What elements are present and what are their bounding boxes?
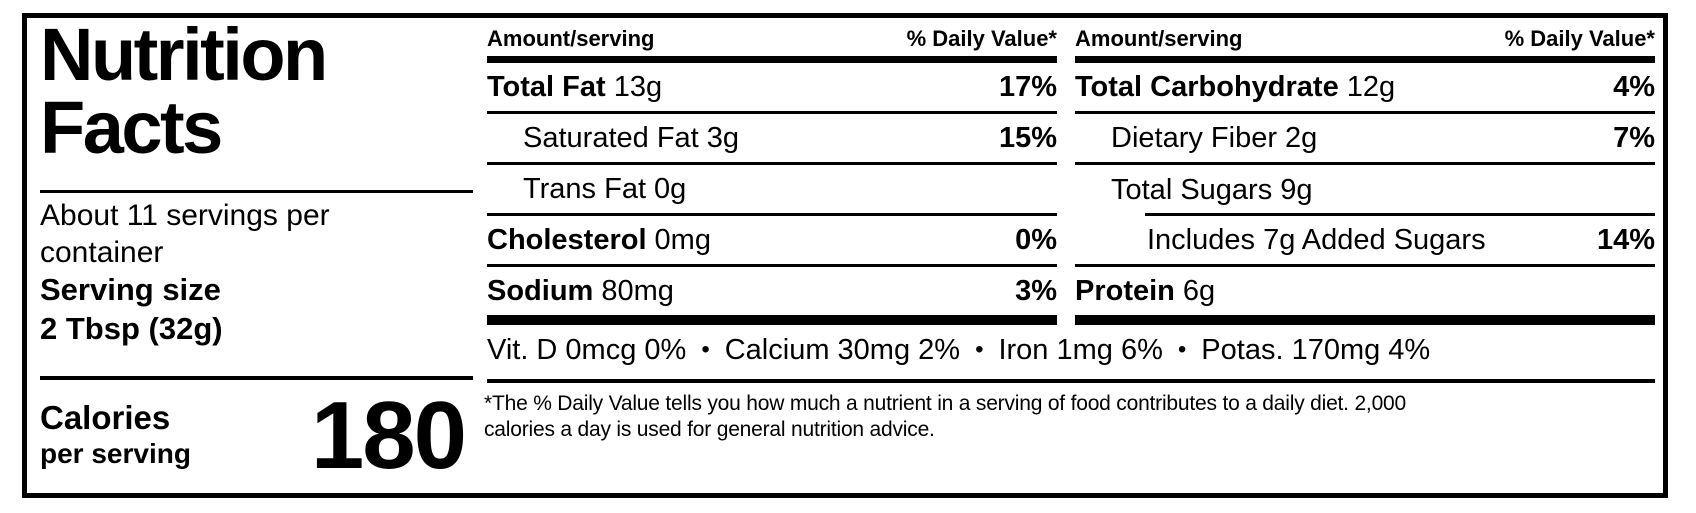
micronutrient-iron: Iron 1mg 6% [998,334,1163,366]
nutrient-label: Total Sugars 9g [1075,174,1312,207]
nutrient-row-total-fat: Total Fat 13g 17% [487,63,1057,114]
nutrient-dv: 15% [998,121,1057,154]
nutrient-name: Trans Fat [523,172,647,205]
nutrient-label: Dietary Fiber 2g [1075,122,1317,155]
nutrient-amount: 9g [1280,174,1313,206]
nutrient-dv: 3% [1015,274,1057,307]
nutrient-dv: 4% [1613,70,1655,103]
micronutrient-vitamin-d: Vit. D 0mcg 0% [487,334,687,366]
column-header: Amount/serving % Daily Value* [1075,18,1655,63]
nutrient-name: Protein [1075,274,1175,307]
nutrition-facts-panel: Nutrition Facts About 11 servings per co… [22,13,1668,498]
nutrient-label: Trans Fat 0g [487,173,686,206]
nutrient-row-added-sugars: Includes 7g Added Sugars 14% [1075,216,1655,267]
nutrient-row-saturated-fat: Saturated Fat 3g 15% [487,114,1057,165]
micronutrients-line: Vit. D 0mcg 0% • Calcium 30mg 2% • Iron 1mg … [487,334,1657,367]
column-header-amount: Amount/serving [1075,26,1243,51]
nutrient-amount: 80mg [601,274,674,307]
nutrient-row-dietary-fiber: Dietary Fiber 2g 7% [1075,114,1655,165]
nutrient-amount: 2g [1285,121,1318,154]
column-bottom-bar [487,315,1057,325]
nutrient-label: Cholesterol 0mg [487,224,711,257]
nutrient-name: Includes 7g Added Sugars [1147,223,1486,256]
nutrient-amount: 3g [706,121,739,154]
nutrient-dv: 0% [1015,223,1057,256]
footnote-line-1: *The % Daily Value tells you how much a … [484,392,1407,415]
column-bottom-bar [1075,315,1655,325]
calories-label-block: Calories per serving [40,399,191,470]
nutrient-label: Sodium 80mg [487,275,674,308]
column-header: Amount/serving % Daily Value* [487,18,1057,63]
serving-size-label: Serving size [40,272,221,307]
nutrient-name: Saturated Fat [523,121,699,154]
nutrient-row-trans-fat: Trans Fat 0g [487,165,1057,216]
serving-divider [40,376,473,380]
micronutrient-potassium: Potas. 170mg 4% [1201,334,1431,366]
footnote-line-2: calories a day is used for general nutri… [484,418,935,441]
calories-label: Calories [40,399,171,436]
nutrient-name: Cholesterol [487,223,647,256]
daily-value-footnote: *The % Daily Value tells you how much a … [484,391,1669,443]
serving-size-block: Serving size 2 Tbsp (32g) [40,270,223,348]
micronutrient-calcium: Calcium 30mg 2% [724,334,961,366]
title-line-1: Nutrition [40,13,328,96]
nutrient-row-total-sugars: Total Sugars 9g [1075,165,1655,216]
bullet-separator: • [701,336,710,363]
nutrient-row-total-carbohydrate: Total Carbohydrate 12g 4% [1075,63,1655,114]
nutrient-label: Total Carbohydrate 12g [1075,71,1395,104]
column-header-amount: Amount/serving [487,26,655,51]
nutrient-name: Total Fat [487,70,606,103]
nutrient-amount: 12g [1346,70,1396,103]
column-header-dv: % Daily Value* [1504,26,1655,51]
nutrient-dv: 17% [998,70,1057,103]
nutrient-row-protein: Protein 6g [1075,267,1655,315]
nutrient-amount: 0mg [654,223,711,256]
nutrient-name: Total Carbohydrate [1075,70,1339,103]
nutrient-name: Total Sugars [1111,174,1273,206]
nutrient-row-cholesterol: Cholesterol 0mg 0% [487,216,1057,267]
nutrient-amount: 0g [654,172,687,205]
nutrient-dv: 14% [1596,223,1655,256]
nutrient-label: Saturated Fat 3g [487,122,739,155]
title-divider [40,190,473,193]
nutrient-row-sodium: Sodium 80mg 3% [487,267,1057,315]
column-header-dv: % Daily Value* [906,26,1057,51]
nutrient-amount: 6g [1182,274,1216,307]
nutrient-name: Dietary Fiber [1111,121,1277,154]
nutrient-label: Includes 7g Added Sugars [1075,224,1494,257]
nutrient-amount: 13g [613,70,663,103]
nutrient-dv: 7% [1613,121,1655,154]
nutrient-column-carb-protein: Amount/serving % Daily Value* Total Carb… [1075,18,1655,325]
title-line-2: Facts [40,86,223,169]
serving-size-value: 2 Tbsp (32g) [40,311,223,346]
nutrient-label: Total Fat 13g [487,71,662,104]
nutrient-column-fat-sodium: Amount/serving % Daily Value* Total Fat 1… [487,18,1057,325]
nutrition-facts-title: Nutrition Facts [40,13,473,169]
calories-value: 180 [310,382,467,489]
added-sugars-indented-divider [1145,213,1655,216]
bullet-separator: • [1177,336,1187,363]
label-left-column: Nutrition Facts About 11 servings per co… [40,18,473,493]
nutrient-label: Protein 6g [1075,275,1215,308]
calories-sublabel: per serving [40,438,191,469]
bullet-separator: • [975,336,984,363]
nutrient-name: Sodium [487,274,594,307]
servings-per-container: About 11 servings per container [40,199,330,269]
footnote-divider [487,379,1655,383]
